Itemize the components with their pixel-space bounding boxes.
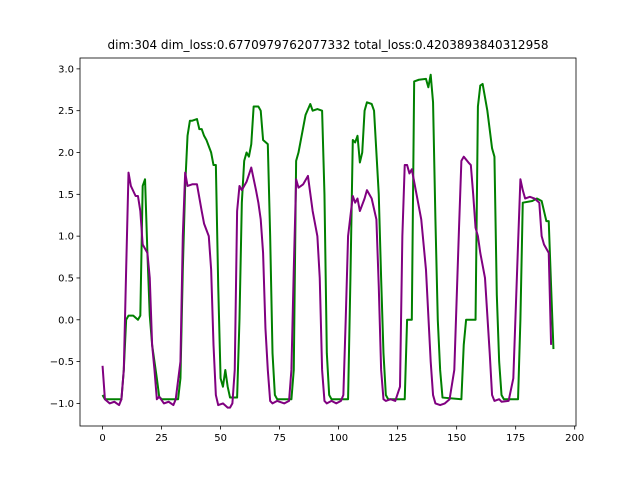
- x-tick-label: 25: [155, 433, 168, 444]
- x-tick-label: 75: [273, 433, 286, 444]
- x-tick-label: 125: [388, 433, 407, 444]
- y-tick-label: 2.5: [58, 106, 74, 117]
- y-tick-label: 3.0: [58, 64, 74, 75]
- x-tick-label: 150: [447, 433, 466, 444]
- y-tick-label: −0.5: [50, 357, 74, 368]
- y-tick-label: 0.0: [58, 315, 74, 326]
- y-tick-label: 0.5: [58, 273, 74, 284]
- x-tick-label: 175: [506, 433, 525, 444]
- chart-title: dim:304 dim_loss:0.6770979762077332 tota…: [108, 38, 549, 52]
- series-line: [101, 155, 553, 409]
- y-tick-label: 1.5: [58, 190, 74, 201]
- y-tick-label: 1.0: [58, 232, 74, 243]
- x-tick-label: 100: [329, 433, 348, 444]
- x-tick-label: 200: [565, 433, 584, 444]
- y-tick-label: 2.0: [58, 148, 74, 159]
- y-tick-label: −1.0: [50, 399, 74, 410]
- x-tick-label: 0: [99, 433, 105, 444]
- axes-frame: [79, 57, 577, 427]
- x-tick-label: 50: [214, 433, 227, 444]
